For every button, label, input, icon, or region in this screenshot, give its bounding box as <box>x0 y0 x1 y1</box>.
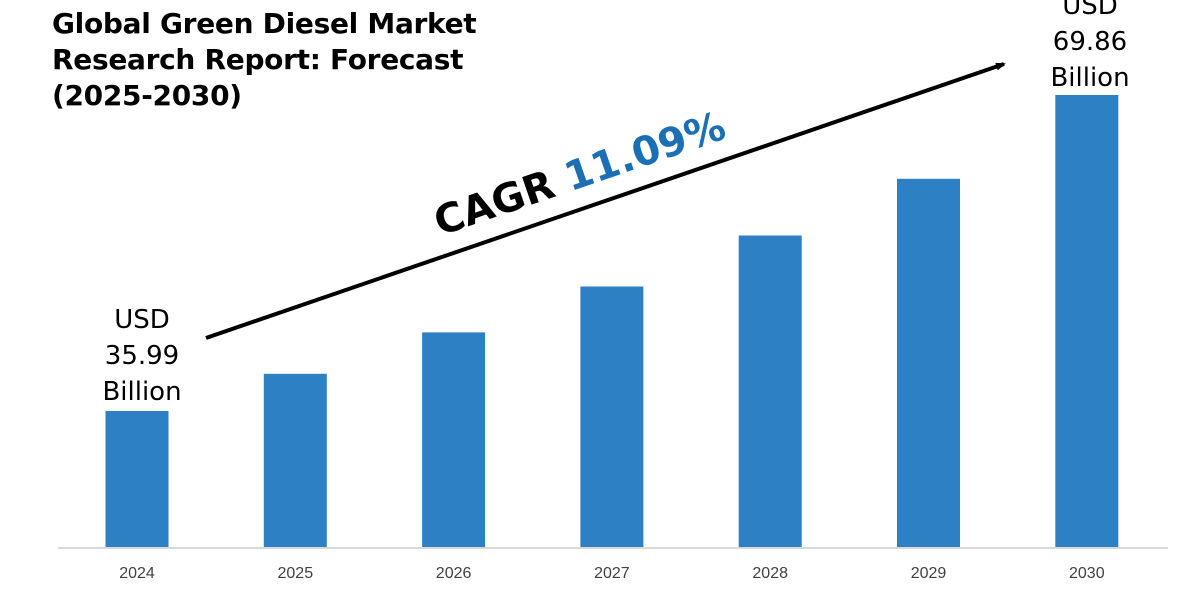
end-label-line-2: 69.86 <box>1053 27 1127 57</box>
x-tick-label-2027: 2027 <box>594 565 630 582</box>
tick-labels-group: 2024 2025 2026 2027 2028 2029 2030 <box>119 565 1104 582</box>
chart-title: Global Green Diesel Market Research Repo… <box>52 6 532 114</box>
bar-2026 <box>422 332 486 548</box>
x-tick-label-2026: 2026 <box>436 565 472 582</box>
end-label-line-3: Billion <box>1050 63 1129 93</box>
x-tick-label-2025: 2025 <box>278 565 314 582</box>
cagr-prefix: CAGR <box>428 157 573 245</box>
start-label-line-2: 35.99 <box>105 341 179 371</box>
end-label-line-1: USD <box>1062 0 1118 21</box>
title-line-3: (2025-2030) <box>52 79 242 112</box>
end-value-label: USD 69.86 Billion <box>1050 0 1129 93</box>
bar-2030 <box>1055 95 1119 548</box>
start-label-line-3: Billion <box>102 377 181 407</box>
title-line-1: Global Green Diesel Market <box>52 7 477 40</box>
title-line-2: Research Report: Forecast <box>52 43 464 76</box>
bar-2027 <box>580 286 644 548</box>
start-value-label: USD 35.99 Billion <box>102 305 181 407</box>
x-tick-label-2030: 2030 <box>1069 565 1105 582</box>
bar-2029 <box>897 178 960 549</box>
bar-2025 <box>263 373 327 548</box>
x-tick-label-2024: 2024 <box>119 565 155 582</box>
x-tick-label-2028: 2028 <box>752 565 788 582</box>
bar-2024 <box>105 411 169 548</box>
x-tick-label-2029: 2029 <box>911 565 947 582</box>
cagr-arrow <box>205 62 1006 340</box>
bar-2028 <box>738 235 802 548</box>
start-label-line-1: USD <box>114 305 170 335</box>
bars-group <box>105 95 1119 549</box>
